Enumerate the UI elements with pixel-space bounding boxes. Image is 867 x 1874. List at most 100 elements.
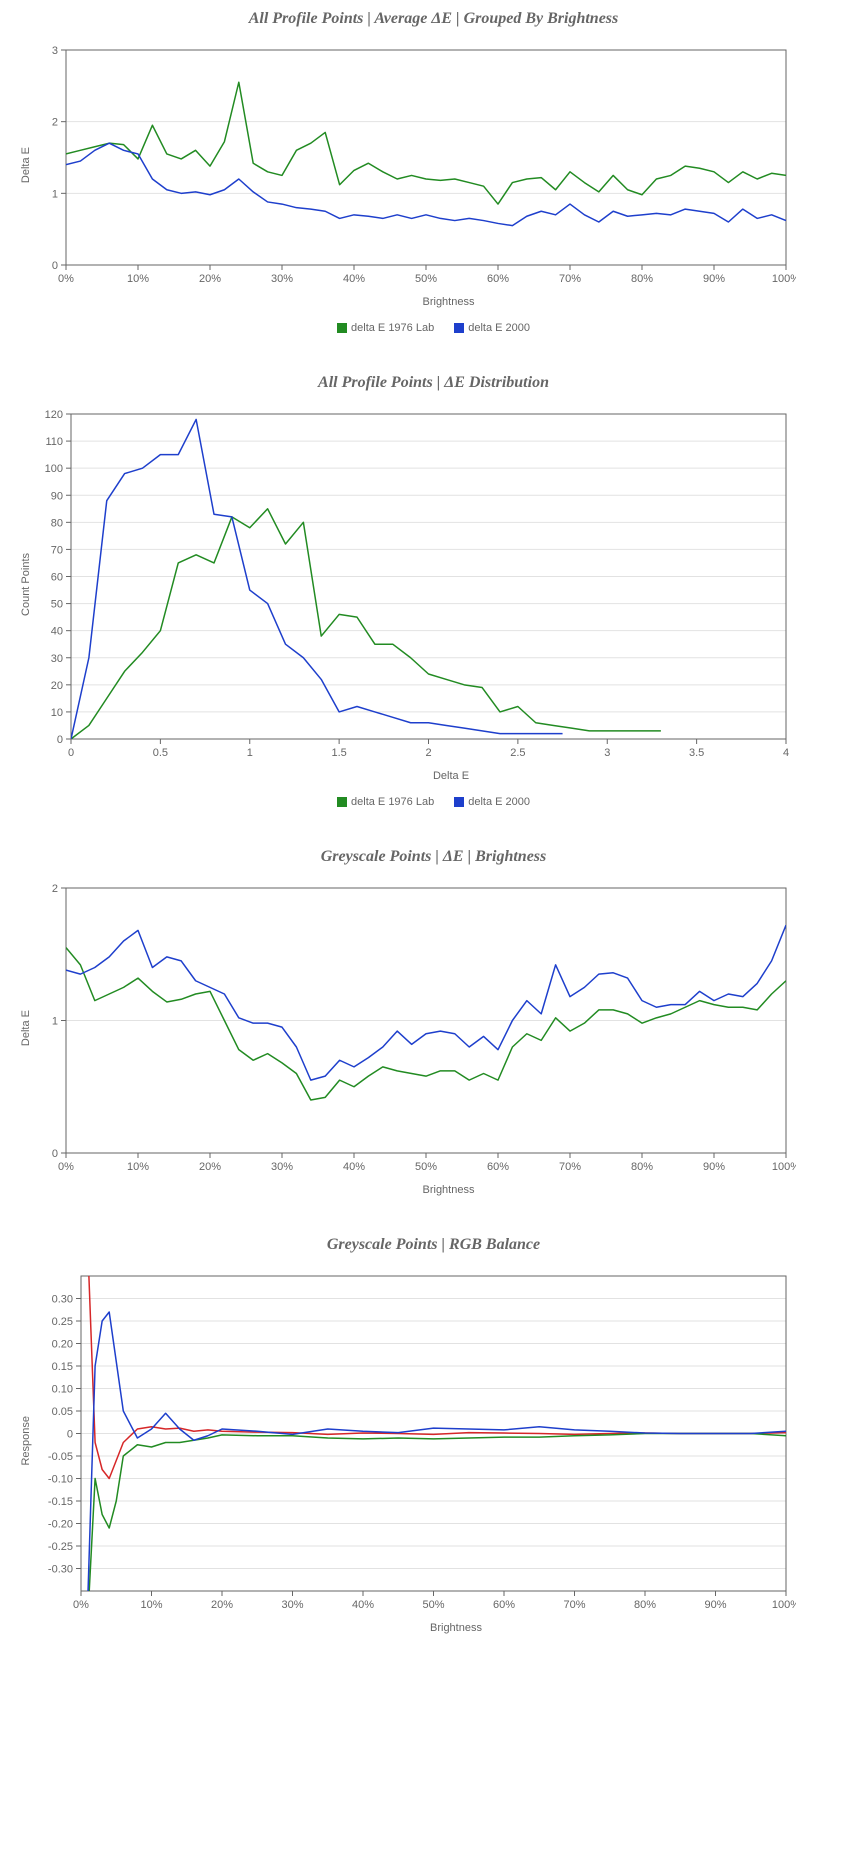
chart-svg: 0%10%20%30%40%50%60%70%80%90%100%012 [36, 878, 796, 1178]
svg-text:1: 1 [52, 1016, 58, 1028]
svg-text:80%: 80% [634, 1599, 656, 1611]
svg-text:120: 120 [45, 409, 63, 421]
legend: delta E 1976 Lab delta E 2000 [20, 796, 847, 808]
svg-text:50%: 50% [415, 1161, 437, 1173]
series-line [66, 948, 786, 1100]
svg-text:4: 4 [783, 747, 789, 759]
chart-title: Greyscale Points | RGB Balance [20, 1236, 847, 1254]
svg-text:0.5: 0.5 [153, 747, 168, 759]
x-axis-label: Brightness [20, 296, 847, 308]
svg-text:90%: 90% [703, 1161, 725, 1173]
svg-text:0: 0 [52, 260, 58, 272]
svg-text:0%: 0% [58, 273, 74, 285]
svg-text:60: 60 [51, 572, 63, 584]
svg-text:-0.20: -0.20 [48, 1519, 73, 1531]
svg-text:0.30: 0.30 [52, 1294, 73, 1306]
legend-label: delta E 2000 [468, 796, 530, 808]
legend-item: delta E 2000 [454, 322, 530, 334]
svg-text:60%: 60% [487, 273, 509, 285]
svg-text:90%: 90% [703, 273, 725, 285]
svg-text:2: 2 [52, 883, 58, 895]
svg-text:0: 0 [52, 1148, 58, 1160]
chart-svg: 0%10%20%30%40%50%60%70%80%90%100%-0.30-0… [36, 1266, 796, 1616]
svg-text:90: 90 [51, 490, 63, 502]
svg-text:30%: 30% [271, 1161, 293, 1173]
svg-text:110: 110 [45, 436, 63, 448]
svg-text:30%: 30% [281, 1599, 303, 1611]
legend-label: delta E 1976 Lab [351, 322, 434, 334]
legend-item: delta E 2000 [454, 796, 530, 808]
svg-text:1: 1 [52, 188, 58, 200]
svg-text:80: 80 [51, 517, 63, 529]
y-axis-label: Delta E [20, 147, 32, 183]
svg-text:70%: 70% [559, 1161, 581, 1173]
x-axis-label: Brightness [20, 1184, 847, 1196]
chart-svg: 00.511.522.533.5401020304050607080901001… [36, 404, 796, 764]
svg-text:10%: 10% [127, 273, 149, 285]
series-line [81, 1312, 786, 1616]
svg-text:-0.15: -0.15 [48, 1496, 73, 1508]
svg-text:3: 3 [604, 747, 610, 759]
legend-swatch [454, 323, 464, 333]
chart-deltae-distribution: All Profile Points | ΔE DistributionCoun… [20, 374, 847, 808]
chart-svg: 0%10%20%30%40%50%60%70%80%90%100%0123 [36, 40, 796, 290]
x-axis-label: Delta E [20, 770, 847, 782]
svg-text:-0.25: -0.25 [48, 1541, 73, 1553]
svg-text:0.20: 0.20 [52, 1339, 73, 1351]
svg-text:0: 0 [68, 747, 74, 759]
svg-text:100%: 100% [772, 1599, 796, 1611]
series-line [71, 419, 563, 739]
series-line [81, 1266, 786, 1479]
svg-text:50%: 50% [415, 273, 437, 285]
svg-text:-0.10: -0.10 [48, 1474, 73, 1486]
legend-item: delta E 1976 Lab [337, 322, 434, 334]
svg-text:70%: 70% [559, 273, 581, 285]
svg-text:3: 3 [52, 45, 58, 57]
y-axis-label: Delta E [20, 1010, 32, 1046]
svg-text:80%: 80% [631, 273, 653, 285]
svg-text:2: 2 [425, 747, 431, 759]
svg-text:20%: 20% [199, 273, 221, 285]
legend-swatch [337, 797, 347, 807]
svg-text:100%: 100% [772, 273, 796, 285]
svg-text:-0.05: -0.05 [48, 1451, 73, 1463]
legend-item: delta E 1976 Lab [337, 796, 434, 808]
svg-text:1.5: 1.5 [331, 747, 346, 759]
svg-text:100%: 100% [772, 1161, 796, 1173]
chart-rgb-balance: Greyscale Points | RGB BalanceResponse0%… [20, 1236, 847, 1634]
chart-title: Greyscale Points | ΔE | Brightness [20, 848, 847, 866]
chart-greyscale-deltae: Greyscale Points | ΔE | Brightness Delta … [20, 848, 847, 1196]
svg-text:0.25: 0.25 [52, 1316, 73, 1328]
svg-text:2: 2 [52, 117, 58, 129]
svg-text:20: 20 [51, 680, 63, 692]
svg-text:80%: 80% [631, 1161, 653, 1173]
chart-title: All Profile Points | ΔE Distribution [20, 374, 847, 392]
legend-label: delta E 2000 [468, 322, 530, 334]
svg-text:0%: 0% [58, 1161, 74, 1173]
svg-text:70%: 70% [563, 1599, 585, 1611]
legend-label: delta E 1976 Lab [351, 796, 434, 808]
svg-text:60%: 60% [493, 1599, 515, 1611]
svg-text:50%: 50% [422, 1599, 444, 1611]
svg-text:40: 40 [51, 626, 63, 638]
svg-text:0.05: 0.05 [52, 1406, 73, 1418]
series-line [66, 82, 786, 204]
svg-text:10%: 10% [140, 1599, 162, 1611]
svg-text:0.10: 0.10 [52, 1384, 73, 1396]
chart-avg-deltae: All Profile Points | Average ΔE | Groupe… [20, 10, 847, 334]
svg-text:40%: 40% [343, 273, 365, 285]
svg-text:40%: 40% [343, 1161, 365, 1173]
svg-text:30: 30 [51, 653, 63, 665]
chart-title: All Profile Points | Average ΔE | Groupe… [20, 10, 847, 28]
legend: delta E 1976 Lab delta E 2000 [20, 322, 847, 334]
legend-swatch [337, 323, 347, 333]
svg-text:70: 70 [51, 544, 63, 556]
series-line [66, 143, 786, 225]
series-line [71, 509, 661, 739]
x-axis-label: Brightness [20, 1622, 847, 1634]
svg-text:50: 50 [51, 599, 63, 611]
svg-text:40%: 40% [352, 1599, 374, 1611]
svg-text:0: 0 [67, 1429, 73, 1441]
svg-text:60%: 60% [487, 1161, 509, 1173]
svg-text:20%: 20% [211, 1599, 233, 1611]
